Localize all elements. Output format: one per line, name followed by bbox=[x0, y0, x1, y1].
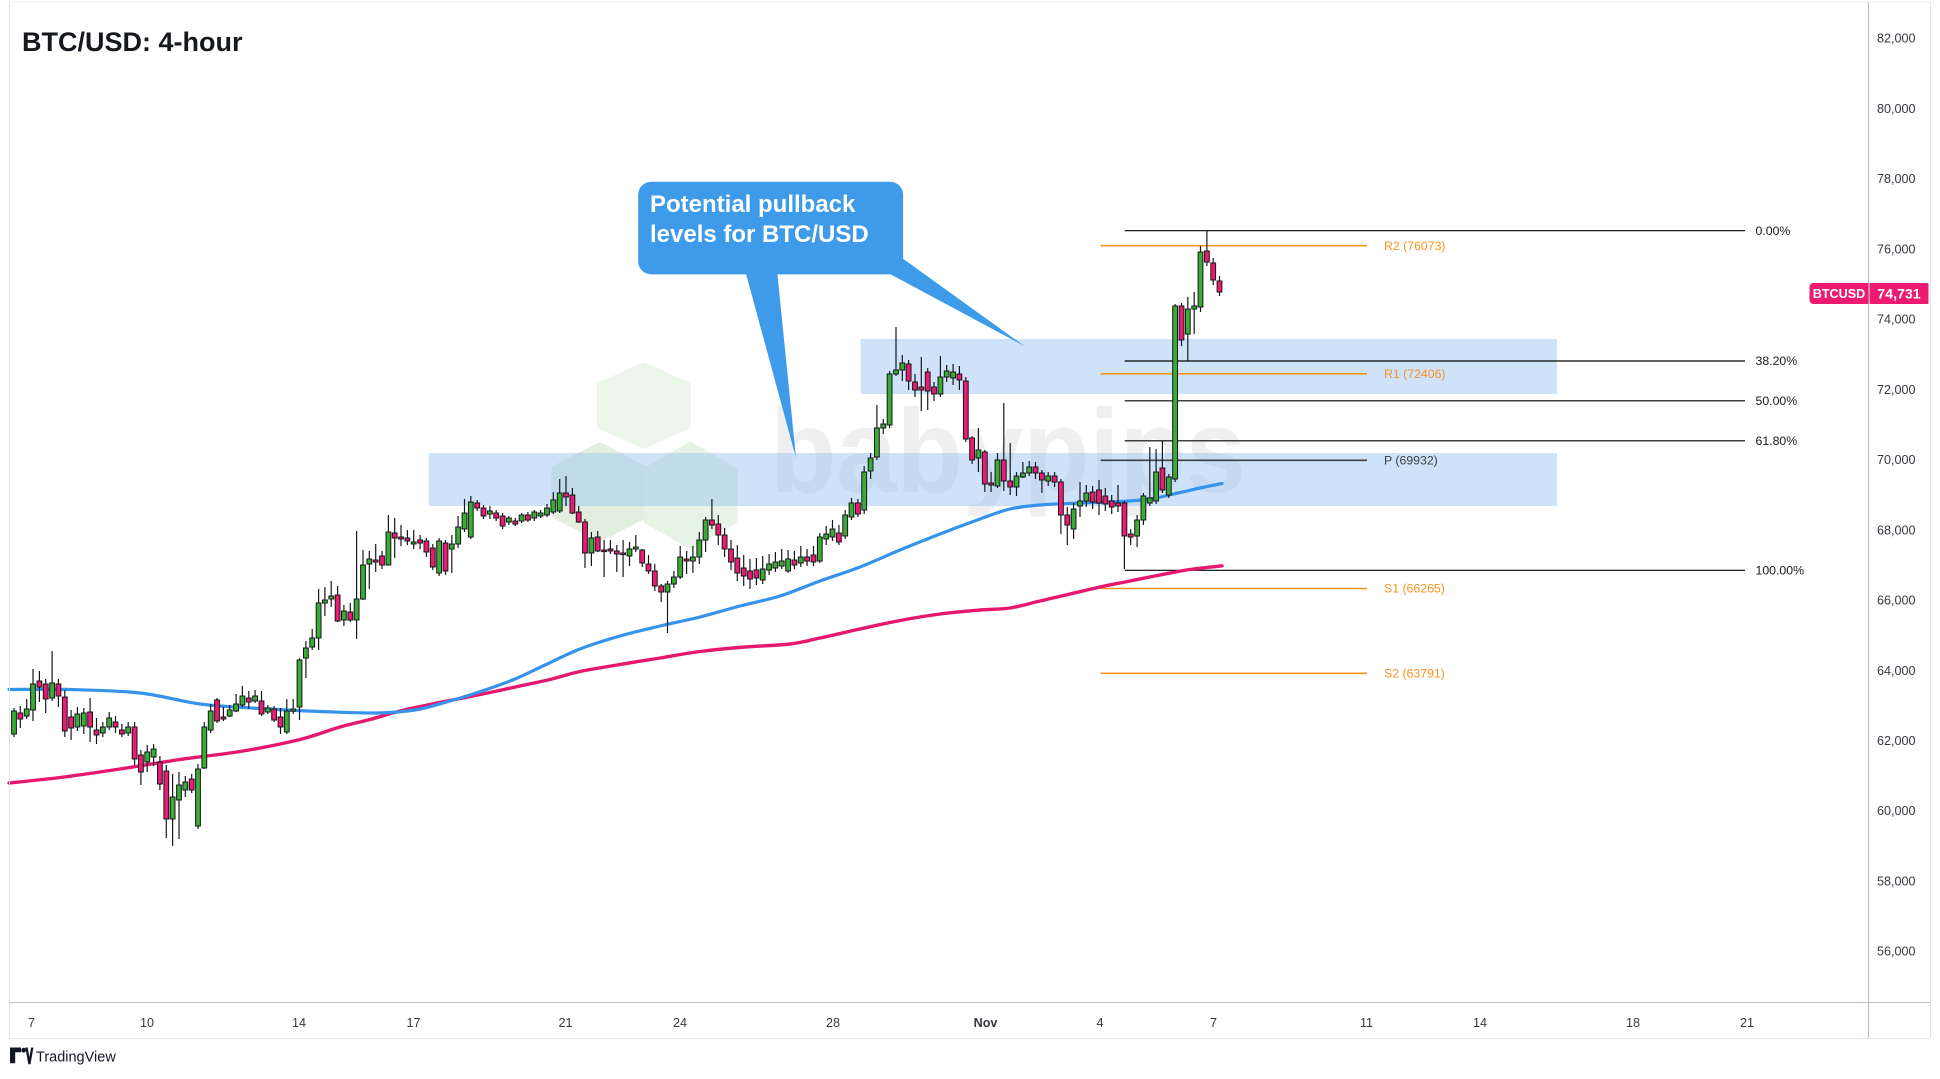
svg-text:82,000: 82,000 bbox=[1877, 32, 1916, 46]
svg-text:7: 7 bbox=[1210, 1016, 1217, 1030]
svg-text:66,000: 66,000 bbox=[1877, 594, 1916, 608]
svg-text:60,000: 60,000 bbox=[1877, 804, 1916, 818]
svg-text:BTCUSD: BTCUSD bbox=[1813, 287, 1865, 301]
svg-text:R1 (72406): R1 (72406) bbox=[1384, 367, 1446, 381]
svg-text:70,000: 70,000 bbox=[1877, 453, 1916, 467]
svg-text:levels for BTC/USD: levels for BTC/USD bbox=[650, 221, 869, 248]
svg-text:58,000: 58,000 bbox=[1877, 875, 1916, 889]
svg-text:P (69932): P (69932) bbox=[1384, 454, 1438, 468]
svg-text:72,000: 72,000 bbox=[1877, 383, 1916, 397]
svg-text:14: 14 bbox=[292, 1016, 306, 1030]
svg-text:64,000: 64,000 bbox=[1877, 664, 1916, 678]
svg-text:10: 10 bbox=[140, 1016, 154, 1030]
svg-text:11: 11 bbox=[1360, 1016, 1373, 1030]
svg-text:S1 (66265): S1 (66265) bbox=[1384, 582, 1445, 596]
svg-text:74,000: 74,000 bbox=[1877, 313, 1916, 327]
svg-text:17: 17 bbox=[406, 1016, 420, 1030]
svg-text:50.00%: 50.00% bbox=[1756, 394, 1798, 408]
svg-text:24: 24 bbox=[673, 1016, 687, 1030]
svg-text:56,000: 56,000 bbox=[1877, 945, 1916, 959]
svg-text:0.00%: 0.00% bbox=[1756, 224, 1791, 238]
svg-text:4: 4 bbox=[1096, 1016, 1103, 1030]
svg-text:76,000: 76,000 bbox=[1877, 242, 1916, 256]
svg-text:68,000: 68,000 bbox=[1877, 523, 1916, 537]
svg-text:21: 21 bbox=[558, 1016, 572, 1030]
svg-text:14: 14 bbox=[1473, 1016, 1487, 1030]
svg-text:S2 (63791): S2 (63791) bbox=[1384, 667, 1445, 681]
svg-text:78,000: 78,000 bbox=[1877, 172, 1916, 186]
svg-text:80,000: 80,000 bbox=[1877, 102, 1916, 116]
svg-text:Nov: Nov bbox=[974, 1016, 998, 1030]
svg-text:38.20%: 38.20% bbox=[1756, 354, 1798, 368]
svg-text:100.00%: 100.00% bbox=[1756, 564, 1805, 578]
svg-text:28: 28 bbox=[826, 1016, 840, 1030]
svg-text:Potential pullback: Potential pullback bbox=[650, 191, 856, 218]
svg-text:18: 18 bbox=[1626, 1016, 1640, 1030]
svg-text:74,731: 74,731 bbox=[1877, 287, 1921, 303]
svg-text:21: 21 bbox=[1740, 1016, 1754, 1030]
svg-text:R2 (76073): R2 (76073) bbox=[1384, 239, 1446, 253]
svg-text:61.80%: 61.80% bbox=[1756, 434, 1798, 448]
svg-text:7: 7 bbox=[28, 1016, 35, 1030]
svg-text:TradingView: TradingView bbox=[36, 1050, 116, 1066]
svg-text:BTC/USD: 4-hour: BTC/USD: 4-hour bbox=[22, 27, 243, 57]
svg-text:62,000: 62,000 bbox=[1877, 734, 1916, 748]
